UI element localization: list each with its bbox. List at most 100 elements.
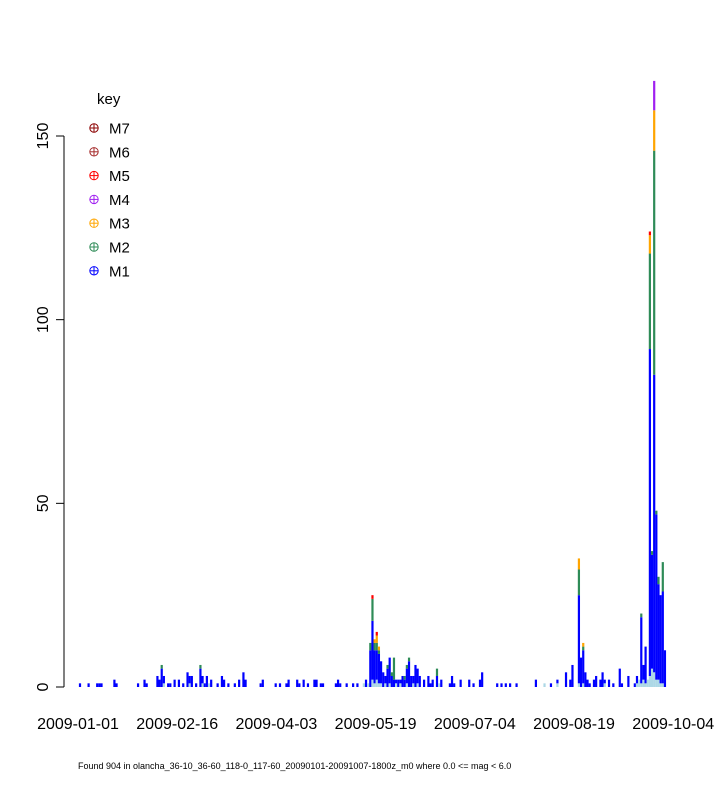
bar-segment-m2 [377,650,381,654]
bar-segment-m1 [556,679,559,684]
legend-item-m2: M2 [89,240,130,257]
bar-segment-m1 [435,675,439,687]
bar-segment-m2 [407,657,411,662]
bar-segment-m0 [648,675,651,687]
bar-segment-m1 [440,679,443,687]
bar-segment-m1 [98,683,101,687]
bar-segment-m2 [369,642,372,651]
bar-segment-m1 [199,668,202,687]
bar-segment-m1 [169,683,172,687]
bar-segment-m1 [397,679,400,687]
bar-segment-m1 [453,683,456,687]
bar-segment-m1 [115,683,118,687]
bar-segment-m1 [564,672,568,687]
bar-segment-m1 [379,661,383,684]
legend-item-m7: M7 [89,121,130,138]
bar-segment-m0 [375,679,378,687]
bar-segment-m1 [356,683,359,687]
x-axis: 2009-01-01 2009-02-16 2009-04-03 2009-05-19… [37,716,714,733]
legend: key M7 M6 M5 M4 M3 M2 M1 [89,91,130,280]
bar-segment-m3 [648,235,651,254]
bar-segment-m1 [648,349,651,676]
bar-segment-m1 [418,675,421,687]
legend-item-m3: M3 [89,216,130,233]
bar-segment-m1 [313,679,316,687]
bar-segment-m1 [321,683,325,687]
bar-segment-m3 [375,635,378,643]
bar-segment-m5 [371,595,374,599]
bar-segment-m1 [298,683,301,687]
bar-segment-m1 [655,514,658,680]
bar-segment-m1 [571,664,574,687]
bar-segment-m1 [210,679,213,687]
bar-segment-m3 [373,639,376,643]
bar-segment-m5 [648,231,651,236]
bar-segment-m1 [388,657,391,684]
bar-segment-m2 [653,150,656,375]
bar-segment-m1 [429,683,432,687]
bar-segment-m1 [158,679,161,687]
bar-segment-m0 [642,679,645,687]
bar-segment-m1 [216,683,219,687]
bar-segment-m1 [261,679,264,687]
legend-label: M2 [109,240,130,257]
bar-segment-m0 [412,683,415,687]
bar-segment-m1 [661,591,664,684]
bar-segment-m2 [199,664,202,669]
bar-segment-m1 [369,650,372,687]
bar-segment-m1 [592,679,596,687]
bar-segment-m1 [416,668,419,684]
bar-segment-m1 [633,683,636,687]
bar-segment-m0 [661,683,664,687]
bar-segment-m1 [650,554,654,669]
bar-segment-m1 [377,653,381,684]
bar-segment-m1 [345,683,348,687]
bar-segment-m2 [390,672,393,676]
bar-segment-m0 [371,679,374,687]
bar-segment-m0 [405,683,408,687]
bar-segment-m1 [352,683,355,687]
bar-segment-m1 [509,683,512,687]
bar-segment-m1 [203,683,206,687]
bar-segment-m0 [367,683,370,687]
bar-segment-m1 [450,675,454,687]
bar-segment-m1 [459,679,462,687]
bar-segment-m2 [435,668,439,676]
bar-segment-m1 [395,679,398,684]
bar-segment-m1 [233,683,236,687]
bar-segment-m1 [285,683,288,687]
bar-segment-m1 [222,679,226,687]
bar-segment-m1 [156,675,159,687]
bar-segment-m1 [399,679,402,684]
x-tick-label: 2009-05-19 [335,716,417,733]
bar-segment-m1 [205,675,208,687]
y-tick-label: 0 [35,682,52,691]
bar-segment-m2 [655,510,658,515]
bar-segment-m1 [336,679,340,687]
bar-segment-m1 [410,675,413,687]
y-tick-label: 150 [35,123,52,150]
bar-segment-m0 [388,683,391,687]
bar-segment-m1 [663,650,667,687]
bar-segment-m1 [238,679,241,687]
bar-segment-m0 [603,683,606,687]
legend-label: M3 [109,216,130,233]
bar-segment-m1 [569,679,572,687]
bar-segment-m1 [549,683,553,687]
bar-segment-m0 [379,683,383,687]
bar-segment-m1 [390,675,393,687]
bar-segment-m0 [655,679,658,687]
bar-segment-m1 [431,679,434,687]
bar-segment-m1 [607,679,611,687]
bar-segment-m2 [371,598,374,621]
bar-segment-m1 [145,683,148,687]
bar-segment-m1 [87,683,90,687]
legend-item-m5: M5 [89,168,130,185]
bar-segment-m1 [244,679,247,687]
bar-segment-m1 [405,668,408,684]
bar-segment-m1 [296,679,299,687]
bar-segment-m1 [595,675,598,687]
bar-segment-m1 [287,679,290,687]
bar-segment-m2 [386,664,389,669]
bar-segment-m2 [403,675,406,680]
